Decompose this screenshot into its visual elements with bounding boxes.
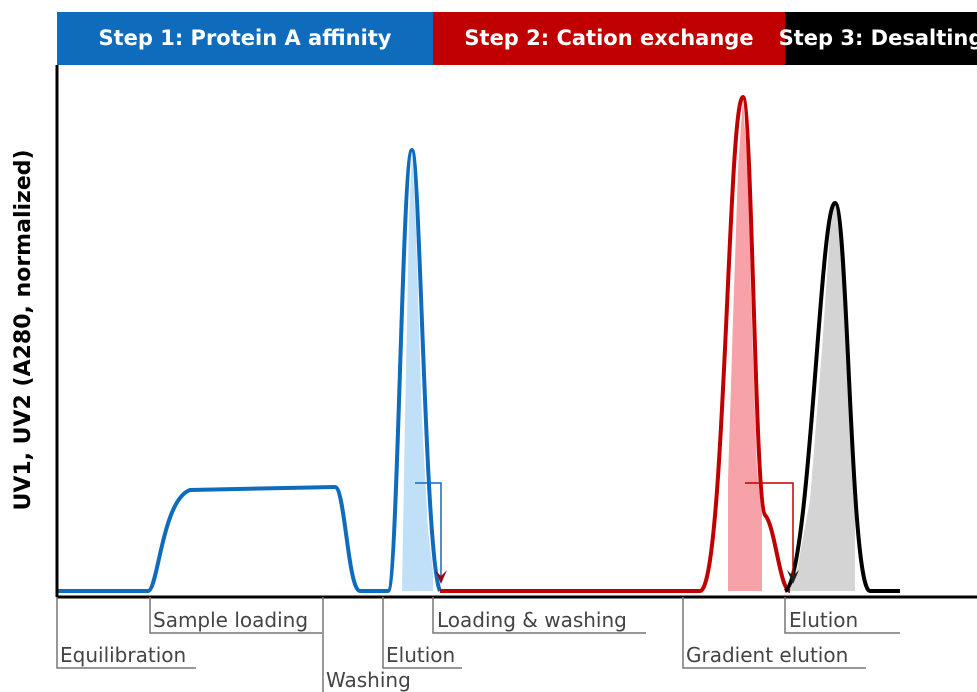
arrow-head [435,570,447,584]
elution-fill [402,150,433,591]
step-1-bar [57,12,433,65]
phase-label: Loading & washing [437,608,627,632]
bracket [382,597,462,669]
phase-label: Washing [326,668,411,692]
phase-label: Sample loading [153,608,308,632]
arrow [745,482,794,578]
step-label: Step 3: Desalting [779,26,977,50]
y-axis-label: UV1, UV2 (A280, normalized) [11,149,36,510]
bracket [149,597,322,634]
uv2-curve [440,94,792,593]
step-label: Step 1: Protein A affinity [98,26,391,50]
bracket [56,597,196,669]
elution-fill [728,97,762,591]
phase-label: Gradient elution [686,643,848,667]
arrow-head [787,570,799,584]
step-3-bar [785,12,977,65]
elution-fill [785,203,855,591]
arrow [415,482,442,578]
uv1-curve [57,147,442,593]
bracket [432,597,646,634]
phase-label: Elution [386,643,455,667]
phase-label: Equilibration [60,643,186,667]
bracket [784,597,900,634]
step-2-bar [433,12,785,65]
phase-label: Elution [789,608,858,632]
bracket [682,597,866,669]
uv-curve [783,200,900,593]
step-label: Step 2: Cation exchange [464,26,753,50]
